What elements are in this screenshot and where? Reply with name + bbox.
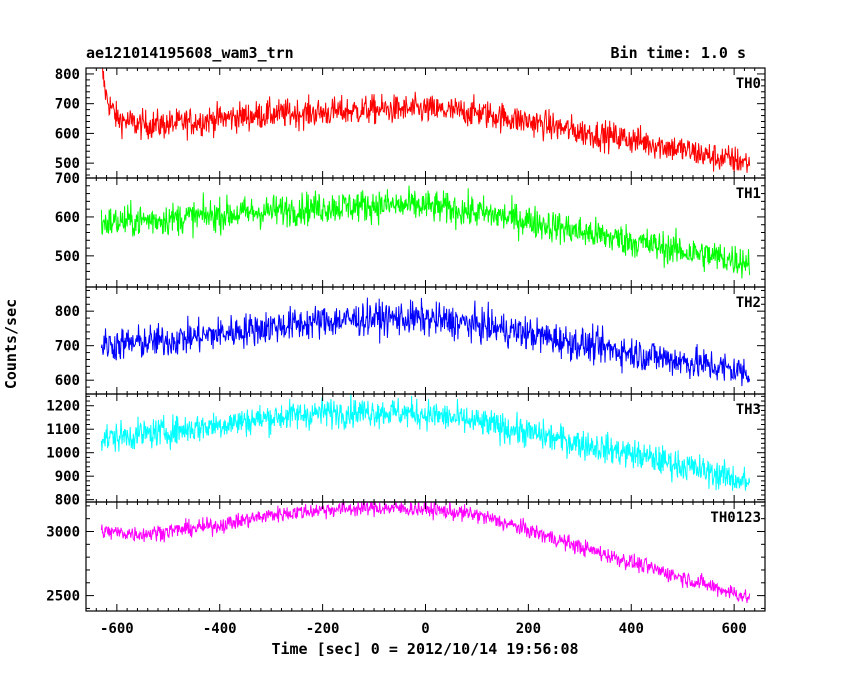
y-tick-label: 1000	[46, 446, 80, 462]
chart-title: ae121014195608_wam3_trn	[86, 44, 294, 62]
series-line-th0123	[100, 502, 751, 603]
y-tick-label: 3000	[46, 524, 80, 540]
y-tick-label: 700	[55, 171, 80, 187]
y-tick-label: 900	[55, 469, 80, 485]
panel-label-th3: TH3	[736, 402, 761, 418]
x-tick-label: -200	[306, 621, 340, 637]
y-tick-label: 500	[55, 156, 80, 172]
panel-label-th1: TH1	[736, 186, 761, 202]
y-tick-label: 800	[55, 493, 80, 509]
y-tick-label: 700	[55, 97, 80, 113]
y-tick-label: 1200	[46, 399, 80, 415]
x-tick-label: -600	[100, 621, 134, 637]
y-tick-label: 600	[55, 210, 80, 226]
bin-time-label: Bin time: 1.0 s	[610, 44, 746, 62]
series-line-th1	[100, 185, 751, 279]
y-tick-label: 600	[55, 126, 80, 142]
y-tick-label: 800	[55, 304, 80, 320]
series-line-th3	[100, 394, 751, 491]
y-tick-label: 700	[55, 339, 80, 355]
x-tick-label: -400	[203, 621, 237, 637]
y-tick-label: 800	[55, 67, 80, 83]
x-tick-label: 600	[721, 621, 746, 637]
y-tick-label: 2500	[46, 589, 80, 605]
y-tick-label: 500	[55, 249, 80, 265]
x-tick-label: 400	[619, 621, 644, 637]
x-tick-label: 200	[516, 621, 541, 637]
panel-label-th2: TH2	[736, 295, 761, 311]
x-tick-label: 0	[421, 621, 429, 637]
y-tick-label: 600	[55, 373, 80, 389]
panel-label-th0: TH0	[736, 76, 761, 92]
series-line-th0	[102, 68, 751, 173]
y-tick-label: 1100	[46, 422, 80, 438]
panel-frame-th0123	[85, 501, 766, 612]
series-line-th2	[100, 297, 751, 387]
panel-label-th0123: TH0123	[710, 510, 761, 526]
x-axis-label: Time [sec] 0 = 2012/10/14 19:56:08	[271, 640, 579, 658]
